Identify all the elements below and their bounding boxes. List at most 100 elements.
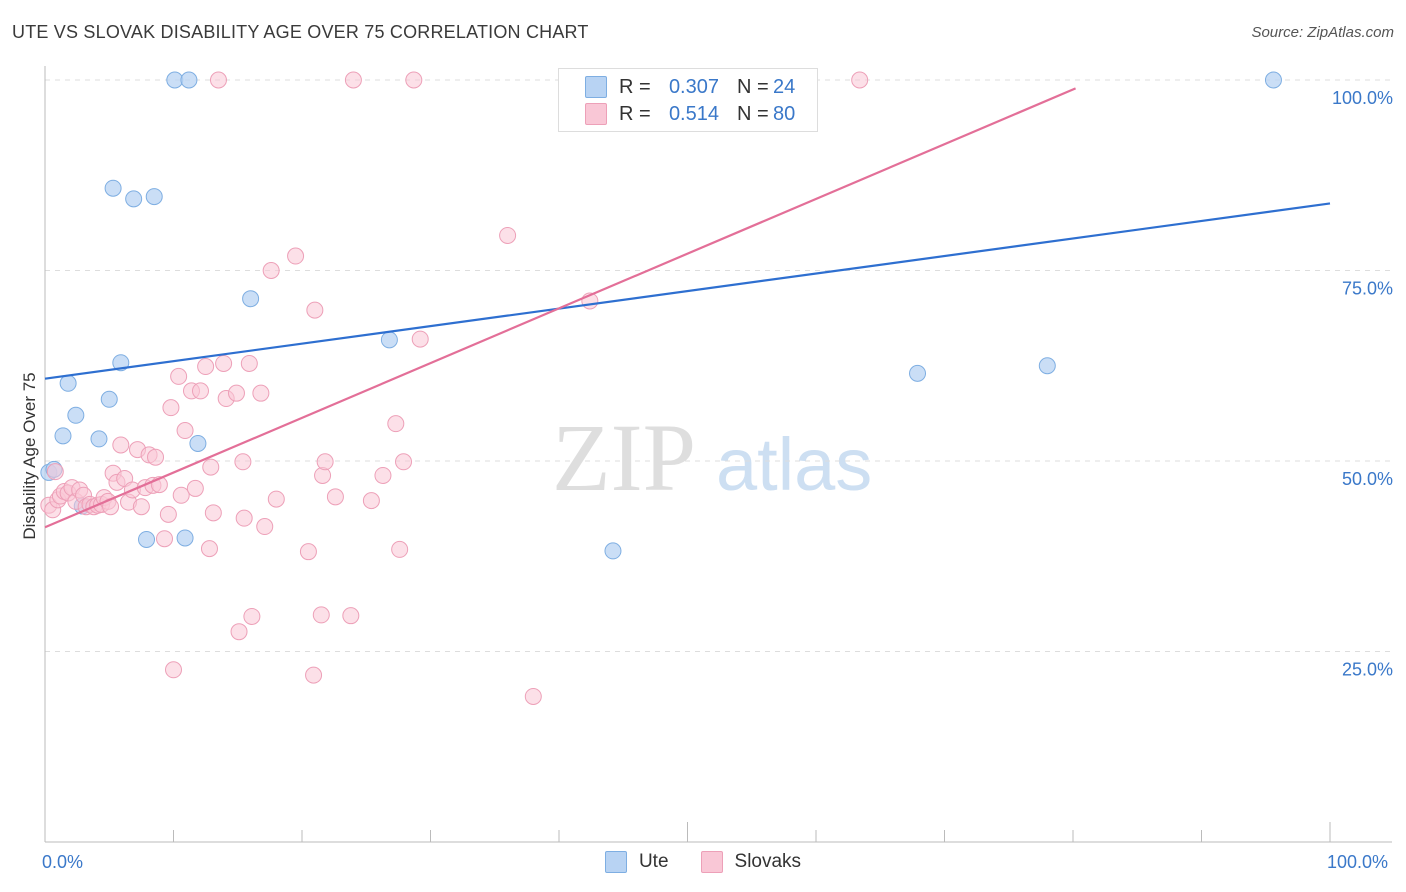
ute-point (909, 364, 927, 382)
slovak-point (227, 384, 245, 402)
ute-point (166, 71, 184, 89)
ute-point (104, 179, 122, 197)
zipatlas-watermark: ZIP atlas (552, 404, 872, 511)
slovak-point (405, 71, 423, 89)
slovak-point (252, 384, 270, 402)
slovak-point (162, 399, 180, 417)
chart-title: UTE VS SLOVAK DISABILITY AGE OVER 75 COR… (12, 22, 589, 42)
source-label: Source: ZipAtlas.com (1251, 24, 1394, 41)
y-tick-label: 75.0% (1342, 279, 1393, 299)
slovak-point (243, 607, 261, 625)
legend-row-ute: R = 0.307 N = 24 (559, 73, 795, 101)
r-label: R = (619, 75, 651, 98)
ute-swatch (604, 851, 627, 873)
slovak-point (132, 498, 150, 516)
slovak-point (186, 479, 204, 497)
slovaks-trend-line (44, 87, 1077, 529)
y-tick-label: 50.0% (1342, 469, 1393, 489)
slovak-point (387, 415, 405, 433)
slovak-point (299, 543, 317, 561)
slovaks-n-value: 80 (773, 102, 796, 125)
slovak-point (851, 71, 869, 89)
slovak-point (46, 463, 64, 481)
slovak-point (202, 458, 220, 476)
ute-point (242, 290, 260, 308)
slovak-point (172, 486, 190, 504)
x-tick-label-min: 0.0% (42, 852, 84, 872)
ute-point (176, 529, 194, 547)
ute-point (54, 427, 72, 445)
slovak-point (200, 540, 218, 558)
slovaks-label: Slovaks (734, 851, 802, 872)
ute-point (1038, 357, 1056, 375)
slovak-point (215, 354, 233, 372)
ute-point (138, 530, 156, 548)
ute-n-value: 24 (773, 75, 796, 98)
y-tick-labels: 25.0% 50.0% 75.0% 100.0% (1332, 88, 1393, 680)
slovak-point (256, 518, 274, 536)
slovak-point (240, 354, 258, 372)
slovak-point (147, 448, 165, 466)
series-legend: Ute Slovaks (0, 851, 1406, 873)
slovaks-r-value: 0.514 (668, 102, 719, 125)
slovak-point (176, 422, 194, 440)
ute-r-value: 0.307 (668, 75, 719, 98)
slovak-point (524, 687, 542, 705)
slovak-point (395, 453, 413, 471)
y-tick-label: 100.0% (1332, 88, 1393, 108)
correlation-legend: R = 0.307 N = 24 R = 0.514 N = 80 (558, 68, 818, 132)
ute-swatch (585, 76, 607, 98)
slovak-point (499, 226, 517, 244)
ute-point (604, 542, 622, 560)
slovak-point (312, 606, 330, 624)
slovak-point (197, 358, 215, 376)
slovak-point (306, 301, 324, 319)
y-axis-title: Disability Age Over 75 (20, 372, 39, 540)
slovak-point (204, 504, 222, 522)
legend-row-slovaks: R = 0.514 N = 80 (559, 100, 795, 128)
slovak-point (156, 530, 174, 548)
slovak-point (342, 607, 360, 625)
y-tick-label: 25.0% (1342, 660, 1393, 680)
ute-point (180, 71, 198, 89)
slovaks-swatch (700, 851, 723, 873)
r-label: R = (619, 102, 651, 125)
slovak-point (235, 509, 253, 527)
slovak-point (191, 382, 209, 400)
n-label: N = (737, 102, 769, 125)
slovak-point (262, 262, 280, 279)
x-tick-label-max: 100.0% (1327, 852, 1389, 872)
trend-lines (44, 87, 1331, 529)
axes (44, 66, 1392, 843)
slovak-point (287, 247, 305, 265)
slovak-point (170, 367, 188, 385)
ute-point (125, 190, 143, 208)
slovak-point (209, 71, 227, 89)
slovak-point (391, 540, 409, 558)
slovak-point (165, 661, 182, 679)
slovak-point (159, 505, 177, 523)
slovak-point (267, 490, 285, 508)
slovak-point (374, 466, 392, 484)
ute-point (380, 331, 398, 349)
slovak-point (326, 488, 344, 506)
legend-item-ute: Ute (604, 851, 669, 873)
slovaks-swatch (585, 103, 607, 125)
slovak-point (314, 466, 332, 484)
slovak-point (234, 453, 252, 471)
slovak-point (112, 436, 130, 454)
ute-point (112, 354, 130, 372)
slovak-point (230, 623, 248, 641)
slovak-points (40, 71, 869, 705)
ute-point (59, 374, 77, 392)
slovak-point (305, 666, 323, 684)
ute-label: Ute (638, 851, 669, 872)
ute-point (189, 434, 207, 452)
watermark-atlas: atlas (716, 423, 872, 506)
ute-point (145, 188, 163, 206)
slovak-point (362, 492, 380, 510)
n-label: N = (737, 75, 769, 98)
watermark-zip: ZIP (552, 404, 696, 511)
ute-point (67, 406, 85, 424)
